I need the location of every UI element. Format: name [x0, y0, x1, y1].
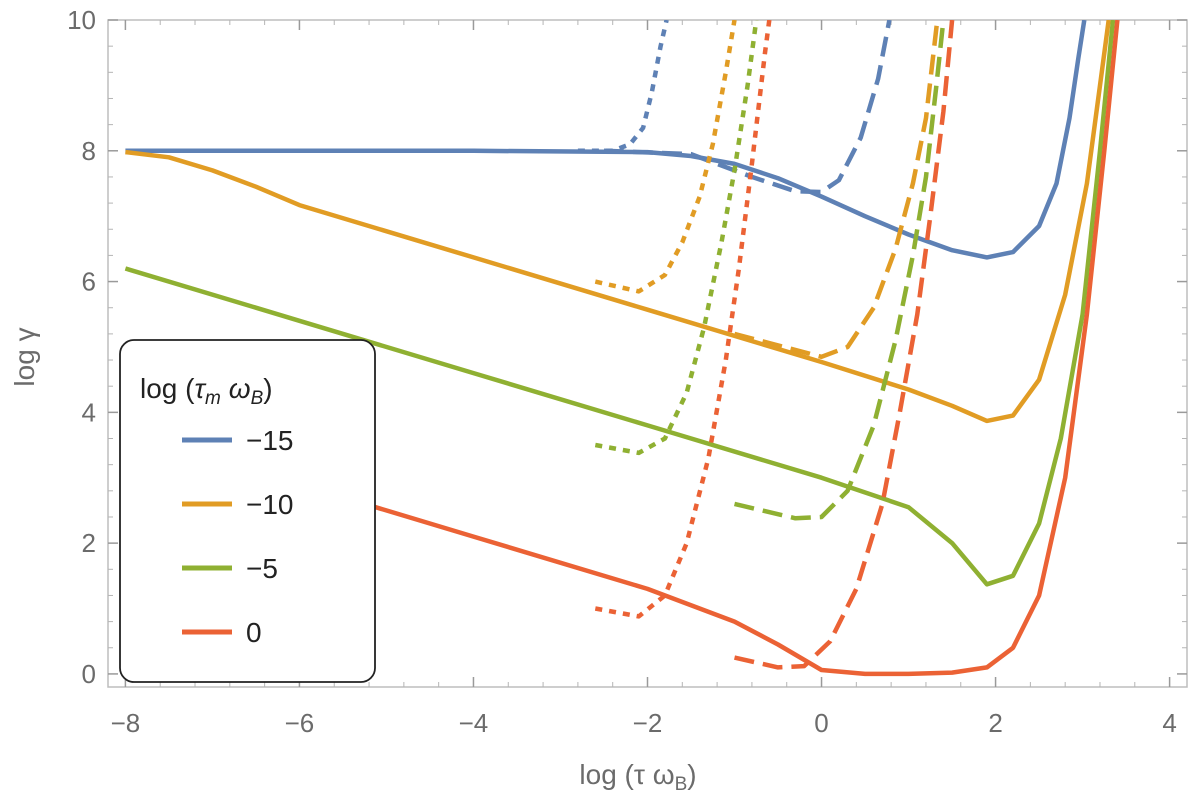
- legend-entry: −5: [246, 553, 278, 584]
- legend-entry: −10: [246, 489, 294, 520]
- y-tick-labels: 0 2 4 6 8 10: [67, 5, 96, 689]
- x-tick-label: −4: [459, 708, 489, 738]
- legend: log (τm ωB) −15 −10 −5 0: [119, 339, 376, 683]
- y-axis-label: log γ: [9, 327, 40, 386]
- y-tick-label: 6: [82, 267, 96, 297]
- legend-title-omega-sub: B: [251, 388, 264, 409]
- legend-title-tau: τ: [194, 373, 206, 404]
- series-line-2-dashed: [733, 20, 940, 360]
- x-tick-label: 0: [814, 708, 828, 738]
- x-axis-label-sub: B: [675, 774, 688, 795]
- y-tick-label: 8: [82, 136, 96, 166]
- series-layer: [124, 20, 1120, 677]
- y-tick-label: 2: [82, 528, 96, 558]
- series-line-3-dotted: [594, 20, 759, 456]
- legend-title-tau-sub: m: [205, 388, 221, 409]
- x-axis-label-close: ): [687, 759, 696, 790]
- x-tick-label: −6: [285, 708, 315, 738]
- legend-title-omega: ω: [229, 373, 251, 404]
- series-line-3-dashed: [733, 20, 946, 521]
- x-tick-labels: −8 −6 −4 −2 0 2 4: [111, 708, 1177, 738]
- series-line-4-dotted: [594, 20, 772, 619]
- x-axis-label: log (τ ωB): [579, 759, 696, 795]
- series-line-4-solid: [124, 20, 1120, 677]
- x-axis-label-main: log (τ ω: [579, 759, 674, 790]
- legend-title-suffix: ): [263, 373, 272, 404]
- series-line-2-solid: [125, 20, 1111, 424]
- series-line-1-dashed: [603, 20, 892, 195]
- x-tick-label: 4: [1162, 708, 1176, 738]
- series-line-1-dotted: [577, 20, 669, 154]
- x-tick-label: −8: [111, 708, 141, 738]
- y-tick-label: 10: [67, 5, 96, 35]
- x-tick-label: −2: [633, 708, 663, 738]
- series-line-1-solid: [125, 20, 1087, 260]
- y-tick-label: 0: [82, 659, 96, 689]
- y-tick-label: 4: [82, 397, 96, 427]
- x-tick-label: 2: [988, 708, 1002, 738]
- axis-ticks: [108, 19, 1187, 687]
- series-line-4-dashed: [734, 20, 955, 670]
- legend-entry: 0: [246, 617, 262, 648]
- legend-box: [119, 339, 376, 683]
- legend-entry: −15: [246, 425, 294, 456]
- legend-title: log (τm ωB): [140, 373, 273, 409]
- series-line-3-solid: [124, 20, 1116, 587]
- legend-title-prefix: log (: [140, 373, 195, 404]
